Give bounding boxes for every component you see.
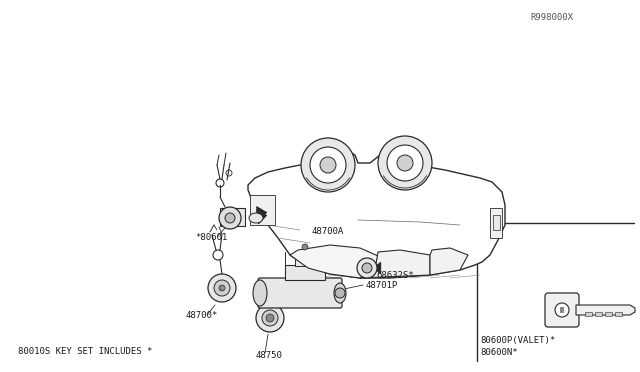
Circle shape: [256, 304, 284, 332]
Circle shape: [301, 138, 355, 192]
Text: 48750: 48750: [255, 350, 282, 359]
Circle shape: [335, 288, 345, 298]
Circle shape: [387, 145, 423, 181]
Text: 48701P: 48701P: [365, 280, 397, 289]
Circle shape: [378, 136, 432, 190]
Polygon shape: [430, 248, 468, 275]
Text: 48700*: 48700*: [185, 311, 217, 320]
Ellipse shape: [334, 283, 346, 303]
Circle shape: [320, 157, 336, 173]
Bar: [595, 312, 602, 316]
FancyBboxPatch shape: [258, 278, 342, 308]
Circle shape: [262, 310, 278, 326]
Text: 80010S KEY SET INCLUDES *: 80010S KEY SET INCLUDES *: [18, 347, 152, 356]
Bar: [493, 215, 500, 230]
Bar: [560, 307, 564, 313]
Text: *80601: *80601: [195, 234, 227, 243]
Circle shape: [362, 263, 372, 273]
Circle shape: [555, 303, 569, 317]
Circle shape: [357, 258, 377, 278]
Circle shape: [225, 213, 235, 223]
Circle shape: [214, 280, 230, 296]
Polygon shape: [360, 250, 430, 278]
Circle shape: [219, 207, 241, 229]
Circle shape: [266, 314, 274, 322]
Bar: [490, 208, 502, 238]
Text: 80600P(VALET)*: 80600P(VALET)*: [481, 336, 556, 345]
Text: R998000X: R998000X: [530, 13, 573, 22]
Bar: [295, 252, 315, 266]
Bar: [220, 208, 245, 226]
Bar: [615, 312, 622, 316]
Polygon shape: [290, 245, 378, 278]
FancyBboxPatch shape: [545, 293, 579, 327]
Bar: [605, 312, 612, 316]
Polygon shape: [576, 305, 635, 315]
Text: 48700A: 48700A: [312, 228, 344, 237]
Polygon shape: [248, 148, 505, 278]
Circle shape: [302, 244, 308, 250]
Text: 68632S*: 68632S*: [376, 270, 413, 279]
Text: 80600N*: 80600N*: [481, 348, 518, 357]
Circle shape: [219, 285, 225, 291]
Ellipse shape: [249, 213, 263, 223]
Bar: [585, 312, 592, 316]
Ellipse shape: [253, 280, 267, 306]
Bar: [285, 265, 325, 280]
Circle shape: [397, 155, 413, 171]
Circle shape: [310, 147, 346, 183]
Bar: [250, 195, 275, 225]
Circle shape: [208, 274, 236, 302]
